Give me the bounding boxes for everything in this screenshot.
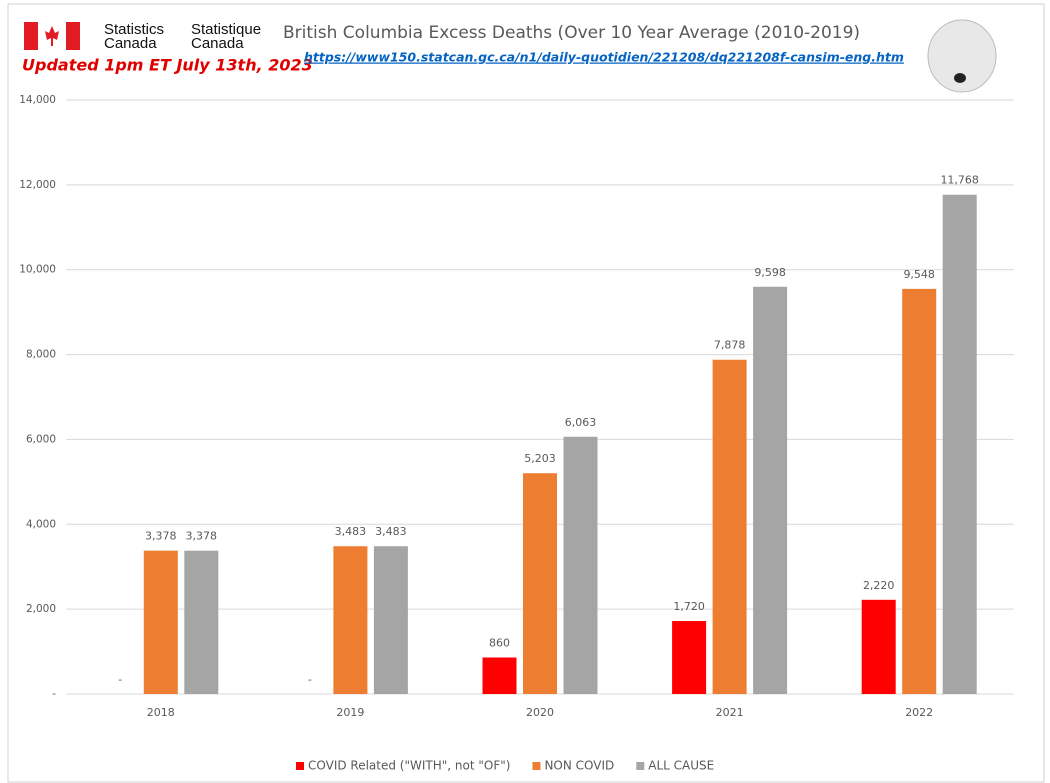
value-label: 9,598 [754, 266, 786, 279]
value-label: 7,878 [714, 339, 746, 352]
bar [861, 599, 896, 694]
y-tick-label: 2,000 [26, 603, 56, 615]
agency-en: Statistics [104, 21, 164, 38]
value-label: 6,063 [565, 416, 597, 429]
flag [24, 22, 80, 50]
updated-note: Updated 1pm ET July 13th, 2023 [22, 56, 313, 75]
y-tick-label: 14,000 [19, 94, 56, 106]
value-label: 3,378 [186, 530, 218, 543]
chart-title: British Columbia Excess Deaths (Over 10 … [283, 23, 860, 43]
value-label: 860 [489, 637, 510, 650]
bar [942, 194, 977, 695]
y-tick-label: 4,000 [26, 518, 56, 530]
y-tick-label: - [52, 688, 56, 700]
value-label: 3,378 [145, 530, 177, 543]
agency-fr: Statistique [191, 21, 261, 38]
y-tick-label: 6,000 [26, 433, 56, 445]
bar [184, 550, 219, 694]
bar [143, 550, 178, 694]
y-tick-label: 10,000 [19, 264, 56, 276]
value-label: - [118, 673, 122, 686]
bar [753, 286, 788, 694]
legend-label: ALL CAUSE [648, 759, 714, 773]
bar [563, 436, 598, 694]
bar [333, 546, 368, 694]
value-label: - [308, 673, 312, 686]
value-label: 1,720 [673, 600, 705, 613]
bar [482, 657, 517, 694]
x-tick-label: 2020 [526, 706, 554, 719]
x-tick-label: 2021 [716, 706, 744, 719]
value-label: 3,483 [335, 525, 367, 538]
source-link[interactable]: https://www150.statcan.gc.ca/n1/daily-qu… [304, 50, 904, 65]
legend-label: COVID Related ("WITH", not "OF") [308, 759, 510, 773]
bar [902, 288, 937, 694]
bar [523, 473, 557, 694]
value-label: 2,220 [863, 579, 895, 592]
bar [373, 546, 408, 694]
legend-swatch [636, 762, 645, 770]
y-tick-label: 12,000 [19, 179, 56, 191]
bar [712, 359, 747, 694]
agency-en: Canada [104, 35, 157, 52]
x-tick-label: 2019 [336, 706, 364, 719]
legend-swatch [532, 762, 541, 770]
value-label: 11,768 [940, 174, 979, 187]
bar [672, 621, 707, 694]
agency-fr: Canada [191, 35, 244, 52]
wolf-logo [927, 19, 997, 93]
value-label: 9,548 [903, 268, 935, 281]
x-tick-label: 2018 [147, 706, 175, 719]
value-label: 3,483 [375, 525, 407, 538]
legend-label: NON COVID [544, 759, 614, 773]
legend-swatch [296, 762, 304, 770]
x-tick-label: 2022 [905, 706, 933, 719]
y-tick-label: 8,000 [26, 349, 56, 361]
value-label: 5,203 [524, 452, 556, 465]
